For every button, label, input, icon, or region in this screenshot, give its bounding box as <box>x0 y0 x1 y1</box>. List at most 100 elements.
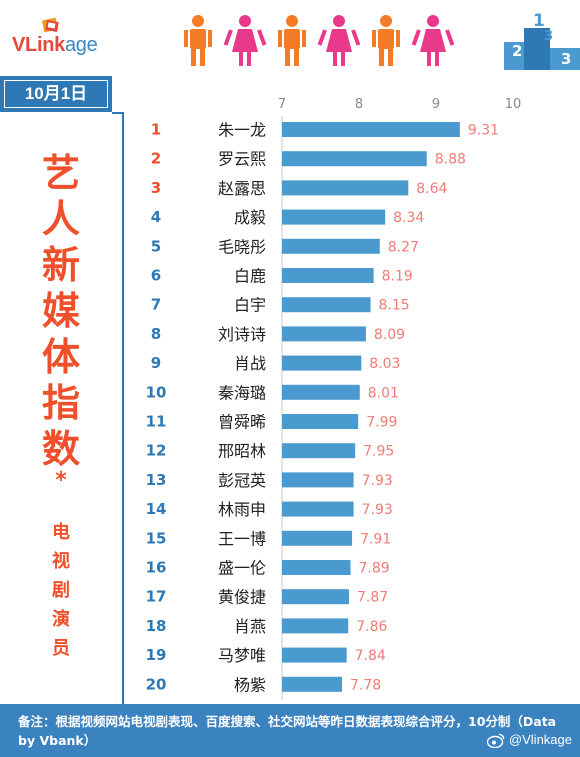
bar-row: 19 马梦唯 7.84 <box>146 646 386 665</box>
subtitle-char: 电 <box>52 522 70 543</box>
value-label: 7.84 <box>355 648 386 664</box>
x-tick-label: 10 <box>505 97 522 112</box>
bar-row: 8 刘诗诗 8.09 <box>151 325 405 344</box>
rank-label: 19 <box>146 646 167 664</box>
bar <box>282 122 460 137</box>
category-label: 肖战 <box>234 354 266 373</box>
rank-label: 9 <box>151 354 161 372</box>
rank-label: 3 <box>151 179 161 197</box>
value-label: 8.27 <box>388 239 419 255</box>
category-label: 赵露思 <box>218 179 266 198</box>
bar <box>282 268 374 283</box>
date-label: 10月1日 <box>4 80 108 108</box>
rank-label: 12 <box>146 442 167 460</box>
title-char: 指 <box>41 381 80 425</box>
category-label: 刘诗诗 <box>218 325 266 344</box>
chart-title-vertical: 艺 人 新 媒 体 指 数 * <box>28 150 94 492</box>
x-tick-label: 8 <box>355 97 363 112</box>
chart-subtitle-vertical: 电 视 剧 演 员 <box>46 518 76 663</box>
rank-label: 4 <box>151 208 161 226</box>
bar <box>282 297 371 313</box>
value-label: 7.93 <box>362 502 393 518</box>
rank-label: 8 <box>151 325 161 343</box>
category-label: 杨紫 <box>234 675 266 694</box>
bar <box>282 676 343 692</box>
category-label: 秦海璐 <box>218 383 266 402</box>
category-label: 成毅 <box>234 208 266 227</box>
category-label: 马梦唯 <box>218 646 266 665</box>
category-label: 彭冠英 <box>218 471 266 490</box>
category-label: 白鹿 <box>234 267 266 286</box>
logo-head: VLink <box>12 34 65 56</box>
value-label: 8.09 <box>374 327 405 343</box>
bar <box>282 209 386 225</box>
female-person-icon <box>317 15 361 66</box>
logo-text: VLinkage <box>12 34 98 57</box>
weibo-handle-text: @Vlinkage <box>508 732 572 747</box>
subtitle-char: 剧 <box>52 580 70 601</box>
value-label: 7.86 <box>356 619 387 635</box>
bar-row: 17 黄俊捷 7.87 <box>146 588 389 607</box>
footer: 备注：根据视频网站电视剧表现、百度搜索、社交网站等昨日数据表现综合评分，10分制… <box>0 704 580 757</box>
bar <box>282 472 354 488</box>
female-person-icon <box>411 15 455 66</box>
title-char: 新 <box>41 243 80 287</box>
rank-label: 7 <box>151 296 161 314</box>
bar <box>282 530 353 546</box>
bar-row: 1 朱一龙 9.31 <box>151 121 499 140</box>
bar-row: 4 成毅 8.34 <box>151 208 425 227</box>
title-asterisk: * <box>55 468 67 493</box>
category-label: 白宇 <box>234 296 266 315</box>
value-label: 8.64 <box>416 181 447 197</box>
rank-label: 13 <box>146 471 167 489</box>
value-label: 7.87 <box>357 590 388 606</box>
female-person-icon <box>223 15 267 66</box>
bar <box>282 180 409 196</box>
title-char: 体 <box>41 335 80 379</box>
bar-row: 13 彭冠英 7.93 <box>146 471 393 490</box>
category-label: 盛一伦 <box>218 559 266 578</box>
rank-label: 6 <box>151 267 161 285</box>
weibo-icon <box>487 733 505 749</box>
category-label: 曾舜晞 <box>218 413 266 432</box>
bar <box>282 618 349 634</box>
svg-text:2: 2 <box>512 42 522 60</box>
value-label: 7.95 <box>363 444 394 460</box>
bar-row: 15 王一博 7.91 <box>146 529 392 548</box>
bar-row: 9 肖战 8.03 <box>151 354 401 373</box>
value-label: 7.78 <box>350 677 381 693</box>
bar <box>282 560 351 575</box>
male-person-icon <box>184 15 212 66</box>
rank-label: 16 <box>146 559 167 577</box>
bar <box>282 326 366 342</box>
rank-label: 11 <box>146 413 167 431</box>
rank-label: 5 <box>151 237 161 255</box>
x-tick-label: 9 <box>432 97 440 112</box>
title-char: 人 <box>41 197 80 241</box>
bar <box>282 501 354 517</box>
rank-label: 18 <box>146 617 167 635</box>
rank-label: 17 <box>146 588 167 606</box>
bar <box>282 414 359 429</box>
logo-tail: age <box>64 34 98 56</box>
x-axis: 7 8 9 10 <box>278 97 521 112</box>
rank-label: 10 <box>146 383 167 401</box>
subtitle-char: 演 <box>52 609 70 630</box>
header: VLinkage 2 1 3 3 <box>0 0 580 72</box>
bar-row: 7 白宇 8.15 <box>151 296 410 315</box>
bar-row: 3 赵露思 8.64 <box>151 179 448 198</box>
bar <box>282 238 380 254</box>
category-label: 毛晓彤 <box>218 237 266 256</box>
category-label: 肖燕 <box>234 617 266 636</box>
bar-row: 6 白鹿 8.19 <box>151 267 413 286</box>
logo-mark-icon <box>41 17 59 33</box>
value-label: 7.91 <box>360 531 391 547</box>
value-label: 8.01 <box>368 385 399 401</box>
rank-label: 15 <box>146 529 167 547</box>
bar <box>282 647 347 663</box>
bar-row: 10 秦海璐 8.01 <box>146 383 399 402</box>
people-icons <box>184 15 455 66</box>
date-tab: 10月1日 <box>0 76 112 112</box>
subtitle-char: 员 <box>52 638 70 659</box>
